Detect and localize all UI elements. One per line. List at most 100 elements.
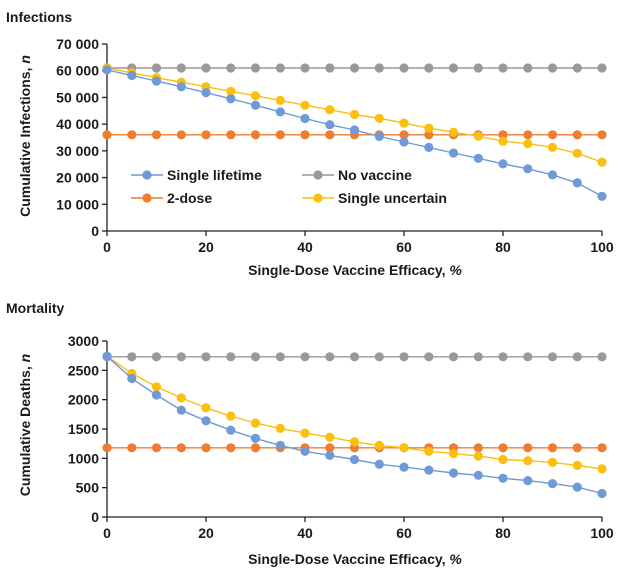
infections-point-2-dose	[424, 130, 434, 140]
mortality-point-single-lifetime	[102, 351, 112, 361]
mortality-y-tick-label: 3000	[68, 333, 99, 349]
mortality-point-2-dose	[547, 443, 558, 453]
mortality-point-single-lifetime	[226, 425, 236, 435]
mortality-point-single-uncertain	[448, 449, 459, 459]
infections-y-tick-label: 30 000	[56, 143, 99, 159]
legend-swatch-marker	[142, 193, 152, 203]
mortality-series-single-lifetime	[102, 351, 607, 499]
mortality-point-single-lifetime	[349, 454, 360, 465]
infections-point-single-lifetime	[201, 88, 211, 98]
infections-point-single-lifetime	[325, 120, 335, 130]
legend-item-single-uncertain: Single uncertain	[302, 190, 447, 206]
infections-point-2-dose	[275, 130, 285, 140]
infections-point-single-lifetime	[547, 170, 558, 180]
mortality-point-no-vaccine	[226, 352, 236, 362]
mortality-axes: 0 500 1000 1500 2000 2500 3000 0 20 40 60 80 100	[68, 333, 614, 541]
mortality-point-single-lifetime	[399, 462, 409, 472]
mortality-point-no-vaccine	[547, 352, 558, 362]
infections-point-no-vaccine	[523, 63, 533, 73]
mortality-panel: Mortality Cumulative Deaths, n Single-Do…	[6, 300, 614, 567]
infections-point-single-lifetime	[102, 65, 112, 75]
mortality-point-no-vaccine	[325, 352, 335, 362]
mortality-point-no-vaccine	[424, 352, 434, 362]
mortality-point-2-dose	[102, 443, 112, 453]
infections-point-2-dose	[201, 130, 211, 140]
infections-point-no-vaccine	[498, 63, 508, 73]
infections-point-single-uncertain	[300, 100, 310, 110]
infections-axes: 0 10 000 20 000 30 000 40 000 50 000 60 000 70 …	[56, 36, 614, 255]
mortality-point-no-vaccine	[151, 352, 162, 362]
mortality-y-axis-label: Cumulative Deaths, n	[17, 354, 33, 496]
infections-point-single-lifetime	[151, 76, 162, 86]
mortality-point-single-uncertain	[151, 382, 162, 392]
mortality-point-2-dose	[597, 443, 607, 453]
infections-point-no-vaccine	[349, 63, 360, 73]
mortality-point-no-vaccine	[250, 352, 261, 362]
mortality-point-single-lifetime	[597, 488, 607, 499]
mortality-point-2-dose	[498, 443, 508, 453]
mortality-point-no-vaccine	[127, 352, 137, 362]
mortality-point-single-uncertain	[597, 464, 607, 474]
mortality-x-tick-label: 40	[297, 525, 313, 541]
mortality-point-no-vaccine	[374, 352, 384, 362]
mortality-point-single-lifetime	[547, 479, 558, 489]
infections-point-single-lifetime	[349, 125, 360, 135]
mortality-point-single-uncertain	[250, 418, 261, 428]
infections-point-2-dose	[102, 130, 112, 140]
infections-point-2-dose	[572, 130, 582, 140]
mortality-point-single-lifetime	[374, 459, 384, 469]
legend-label: No vaccine	[338, 167, 412, 183]
infections-point-single-lifetime	[374, 131, 384, 141]
mortality-point-2-dose	[523, 443, 533, 453]
infections-point-no-vaccine	[597, 63, 607, 73]
mortality-point-single-lifetime	[300, 446, 310, 456]
infections-point-no-vaccine	[547, 63, 558, 73]
infections-point-single-lifetime	[300, 113, 310, 124]
infections-point-no-vaccine	[176, 63, 186, 73]
infections-point-single-lifetime	[523, 164, 533, 174]
infections-point-single-uncertain	[349, 109, 360, 120]
infections-point-single-uncertain	[226, 86, 236, 96]
infections-point-2-dose	[399, 130, 409, 140]
infections-point-single-uncertain	[547, 142, 558, 152]
mortality-point-single-lifetime	[325, 450, 335, 460]
infections-series-single-uncertain	[102, 63, 607, 167]
infections-series-2-dose	[102, 130, 607, 140]
mortality-point-no-vaccine	[523, 352, 533, 362]
infections-point-no-vaccine	[250, 63, 261, 73]
infections-point-single-uncertain	[250, 91, 261, 101]
infections-point-no-vaccine	[424, 63, 434, 73]
infections-point-2-dose	[498, 130, 508, 140]
infections-point-single-lifetime	[275, 107, 285, 117]
infections-point-2-dose	[547, 130, 558, 140]
infections-x-tick-label: 40	[297, 239, 313, 255]
mortality-point-single-lifetime	[572, 482, 582, 492]
infections-series-no-vaccine	[102, 63, 607, 73]
legend-label: Single uncertain	[338, 190, 447, 206]
infections-point-2-dose	[226, 130, 236, 140]
mortality-point-single-lifetime	[151, 390, 162, 400]
infections-point-single-lifetime	[572, 178, 582, 188]
mortality-point-2-dose	[572, 443, 582, 453]
mortality-x-tick-label: 60	[396, 525, 412, 541]
infections-point-single-lifetime	[473, 153, 483, 163]
infections-point-no-vaccine	[151, 63, 162, 73]
infections-point-2-dose	[325, 130, 335, 140]
mortality-point-single-lifetime	[127, 373, 137, 384]
infections-x-tick-label: 0	[103, 239, 111, 255]
legend-label: 2-dose	[167, 190, 212, 206]
mortality-point-single-uncertain	[176, 393, 186, 403]
infections-x-tick-label: 100	[590, 239, 614, 255]
infections-point-single-lifetime	[498, 159, 508, 169]
infections-point-single-lifetime	[250, 100, 261, 110]
infections-point-no-vaccine	[300, 63, 310, 73]
mortality-point-single-lifetime	[275, 440, 285, 450]
infections-y-tick-label: 20 000	[56, 170, 99, 186]
mortality-y-tick-label: 1000	[68, 450, 99, 466]
infections-point-2-dose	[597, 130, 607, 140]
mortality-line-single-lifetime	[106, 355, 603, 495]
mortality-point-2-dose	[151, 443, 162, 453]
infections-y-tick-label: 60 000	[56, 63, 99, 79]
mortality-point-single-uncertain	[275, 423, 285, 433]
infections-x-tick-label: 20	[198, 239, 214, 255]
